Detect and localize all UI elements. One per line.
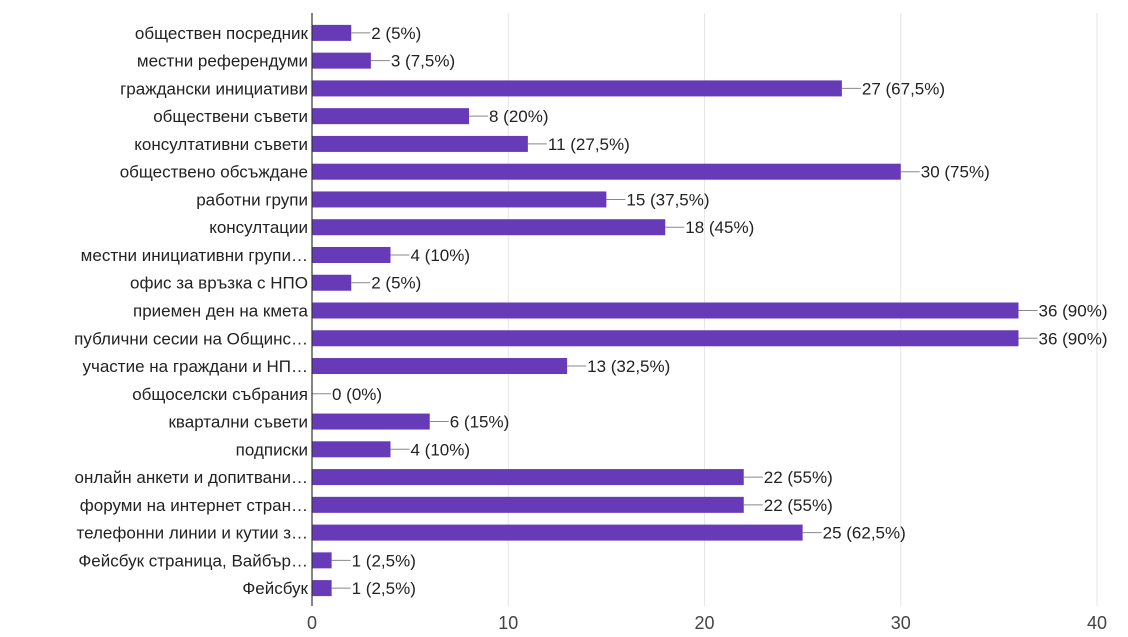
category-label: консултации: [209, 218, 308, 237]
category-label: консултативни съвети: [134, 135, 308, 154]
x-tick-label: 0: [307, 613, 317, 633]
category-label: обществени съвети: [153, 107, 308, 126]
data-label: 11 (27,5%): [548, 135, 630, 154]
category-label: Фейсбук: [242, 579, 308, 598]
data-label: 2 (5%): [371, 274, 421, 293]
data-label: 18 (45%): [685, 218, 754, 237]
category-label: подписки: [236, 440, 308, 459]
category-label: граждански инициативи: [120, 79, 308, 98]
bar: [312, 135, 528, 152]
bar: [312, 358, 568, 375]
category-label: обществен посредник: [135, 24, 309, 43]
bar: [312, 191, 607, 208]
bar: [312, 246, 391, 263]
category-label: участие на граждани и НП…: [82, 357, 308, 376]
bar: [312, 274, 352, 291]
bar: [312, 302, 1019, 319]
data-label: 8 (20%): [489, 107, 549, 126]
data-label: 22 (55%): [764, 468, 833, 487]
x-tick-label: 30: [891, 613, 911, 633]
bar: [312, 552, 332, 569]
data-label: 22 (55%): [764, 496, 833, 515]
bar: [312, 80, 842, 97]
x-tick-label: 40: [1087, 613, 1107, 633]
bar: [312, 52, 371, 69]
bar: [312, 219, 666, 236]
category-label: приемен ден на кмета: [133, 302, 309, 321]
bar: [312, 580, 332, 597]
bars: [312, 24, 1019, 597]
bar: [312, 330, 1019, 347]
data-label: 25 (62,5%): [823, 524, 906, 543]
data-label: 1 (2,5%): [352, 551, 416, 570]
data-label: 6 (15%): [450, 413, 510, 432]
data-label: 36 (90%): [1039, 329, 1108, 348]
bar: [312, 24, 352, 41]
x-axis-ticks: 0 10 20 30 40: [307, 613, 1107, 633]
category-label: местни референдуми: [137, 52, 308, 71]
bar: [312, 163, 901, 180]
data-label: 27 (67,5%): [862, 79, 945, 98]
bar: [312, 441, 391, 458]
category-label: офис за връзка с НПО: [130, 274, 308, 293]
data-label: 13 (32,5%): [587, 357, 670, 376]
x-tick-label: 20: [694, 613, 714, 633]
data-label: 2 (5%): [371, 24, 421, 43]
category-label: общоселски събрания: [132, 385, 308, 404]
category-label: работни групи: [196, 190, 308, 209]
bar: [312, 413, 430, 430]
data-label: 3 (7,5%): [391, 52, 455, 71]
data-label: 36 (90%): [1039, 302, 1108, 321]
bar: [312, 524, 803, 541]
bar: [312, 108, 469, 125]
data-label: 4 (10%): [411, 440, 471, 459]
category-label: местни инициативни групи…: [81, 246, 308, 265]
category-label: публични сесии на Общинс…: [74, 329, 308, 348]
category-label: обществено обсъждане: [120, 163, 308, 182]
category-label: телефонни линии и кутии з…: [77, 524, 308, 543]
bar: [312, 496, 744, 513]
category-label: Фейсбук страница, Вайбър…: [78, 551, 308, 570]
x-tick-label: 10: [498, 613, 518, 633]
category-label: квартални съвети: [168, 413, 308, 432]
data-label: 15 (37,5%): [626, 190, 709, 209]
category-label: форуми на интернет стран…: [80, 496, 308, 515]
data-label: 1 (2,5%): [352, 579, 416, 598]
category-labels: обществен посредник местни референдуми гра…: [74, 24, 308, 598]
data-label: 30 (75%): [921, 163, 990, 182]
bar: [312, 469, 744, 486]
data-label: 4 (10%): [411, 246, 471, 265]
data-label: 0 (0%): [332, 385, 382, 404]
value-labels: 2 (5%) 3 (7,5%) 27 (67,5%) 8 (20%) 11 (27,5%…: [312, 24, 1107, 598]
category-label: онлайн анкети и допитвани…: [75, 468, 308, 487]
